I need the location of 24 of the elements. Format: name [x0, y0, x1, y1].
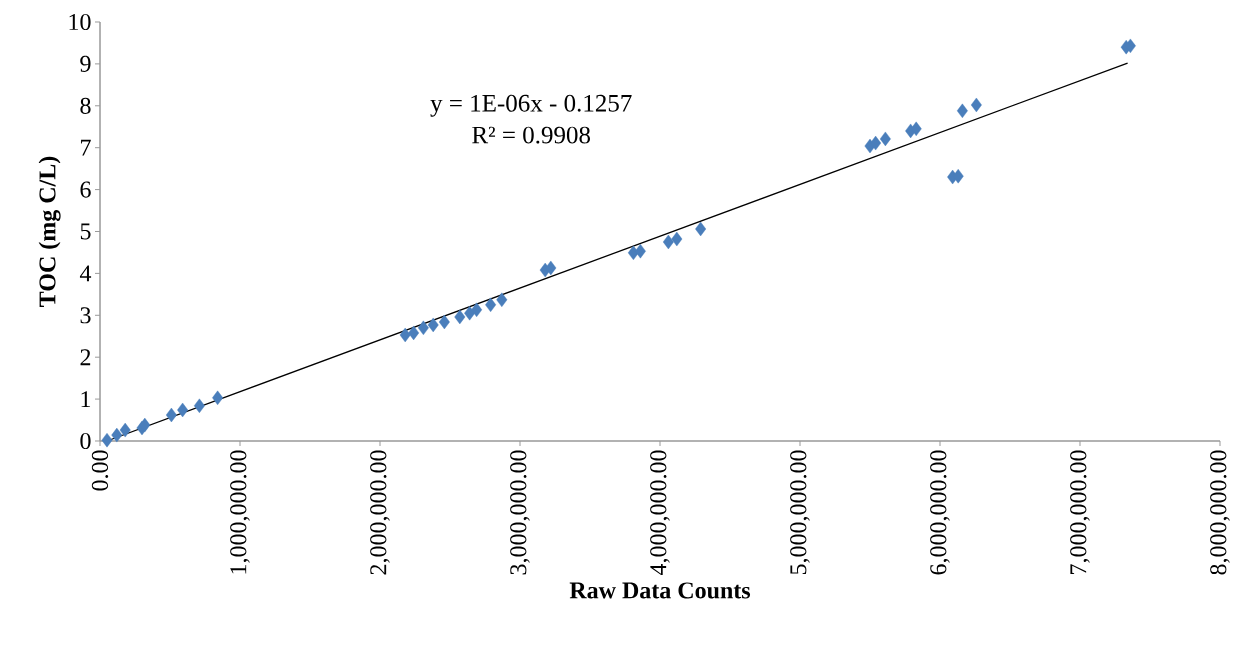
- y-tick-label: 5: [80, 223, 91, 240]
- y-axis-title: TOC (mg C/L): [38, 156, 61, 307]
- x-tick-label: 8,000,000.00: [1210, 450, 1230, 575]
- x-tick-label: 1,000,000.00: [230, 450, 250, 574]
- x-tick-label: 2,000,000.00: [370, 450, 390, 575]
- y-tick-label: 10: [69, 13, 91, 31]
- x-tick-label: 0.00: [91, 450, 109, 491]
- y-tick-label: 0: [80, 432, 91, 450]
- y-tick-label: 2: [80, 349, 91, 366]
- y-tick-label: 9: [80, 55, 91, 72]
- x-axis-title: Raw Data Counts: [569, 582, 751, 599]
- x-tick-label: 4,000,000.00: [650, 450, 670, 576]
- x-tick-label: 3,000,000.00: [510, 450, 530, 575]
- y-tick-label: 8: [80, 97, 91, 114]
- annotation: R² = 0.9908: [472, 126, 591, 144]
- annotation: y = 1E-06x - 0.1257: [430, 94, 632, 117]
- y-tick-label: 1: [81, 391, 91, 408]
- y-tick-label: 6: [80, 181, 91, 198]
- x-tick-label: 7,000,000.00: [1070, 450, 1090, 574]
- x-tick-label: 6,000,000.00: [930, 450, 950, 575]
- x-tick-label: 5,000,000.00: [790, 450, 810, 575]
- y-tick-label: 4: [79, 265, 92, 282]
- y-tick-label: 3: [80, 307, 91, 324]
- y-tick-label: 7: [81, 139, 91, 156]
